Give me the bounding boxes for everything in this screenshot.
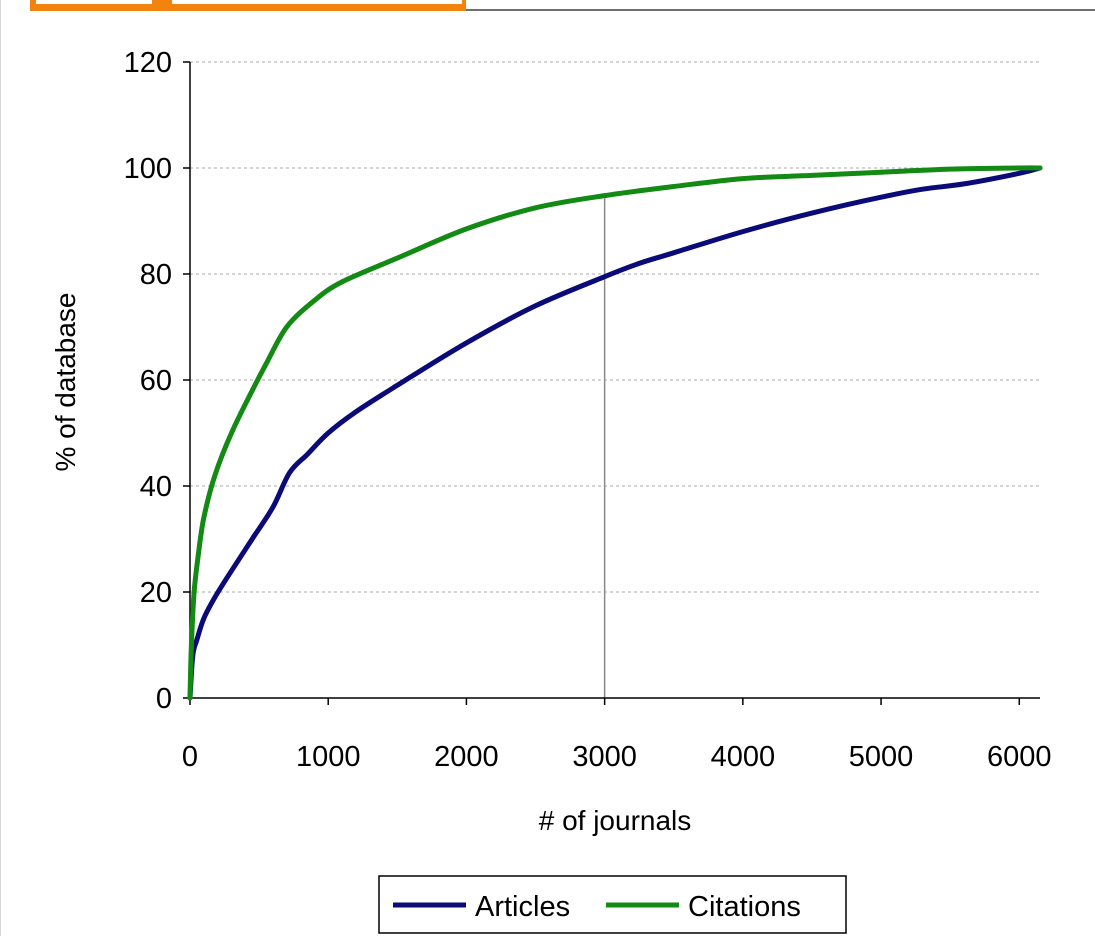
series-line-citations <box>187 165 1043 701</box>
x-tick-label: 5000 <box>849 741 914 773</box>
x-tick-label: 3000 <box>572 741 637 773</box>
x-axis-title: # of journals <box>539 805 692 836</box>
x-tick-label: 0 <box>182 741 198 773</box>
y-tick-label: 20 <box>140 577 172 609</box>
legend-label-articles: Articles <box>475 891 570 923</box>
y-tick-label: 0 <box>156 683 172 715</box>
tick-labels: 0 20 40 60 80 100 120 0 1000 2000 3000 4000 5000 6000 <box>124 47 1052 773</box>
header-accent-notch <box>36 0 152 4</box>
series-line-articles <box>187 165 1043 701</box>
header-accent-bar <box>30 0 466 11</box>
x-tick-label: 2000 <box>434 741 499 773</box>
header-accent-notch <box>172 0 462 4</box>
y-tick-label: 100 <box>124 153 172 185</box>
legend-label-citations: Citations <box>688 891 801 923</box>
series <box>187 165 1043 701</box>
y-tick-label: 80 <box>140 259 172 291</box>
x-tick-label: 4000 <box>711 741 776 773</box>
slide-left-border <box>0 0 1 936</box>
legend: Articles Citations <box>378 875 847 934</box>
gridlines <box>190 61 1040 593</box>
y-axis-title: % of database <box>50 292 81 471</box>
x-tick-label: 6000 <box>987 741 1052 773</box>
y-tick-label: 60 <box>140 365 172 397</box>
axes <box>183 61 1040 705</box>
header-rule <box>466 9 1095 11</box>
y-tick-label: 120 <box>124 47 172 79</box>
x-tick-label: 1000 <box>296 741 361 773</box>
y-tick-label: 40 <box>140 471 172 503</box>
